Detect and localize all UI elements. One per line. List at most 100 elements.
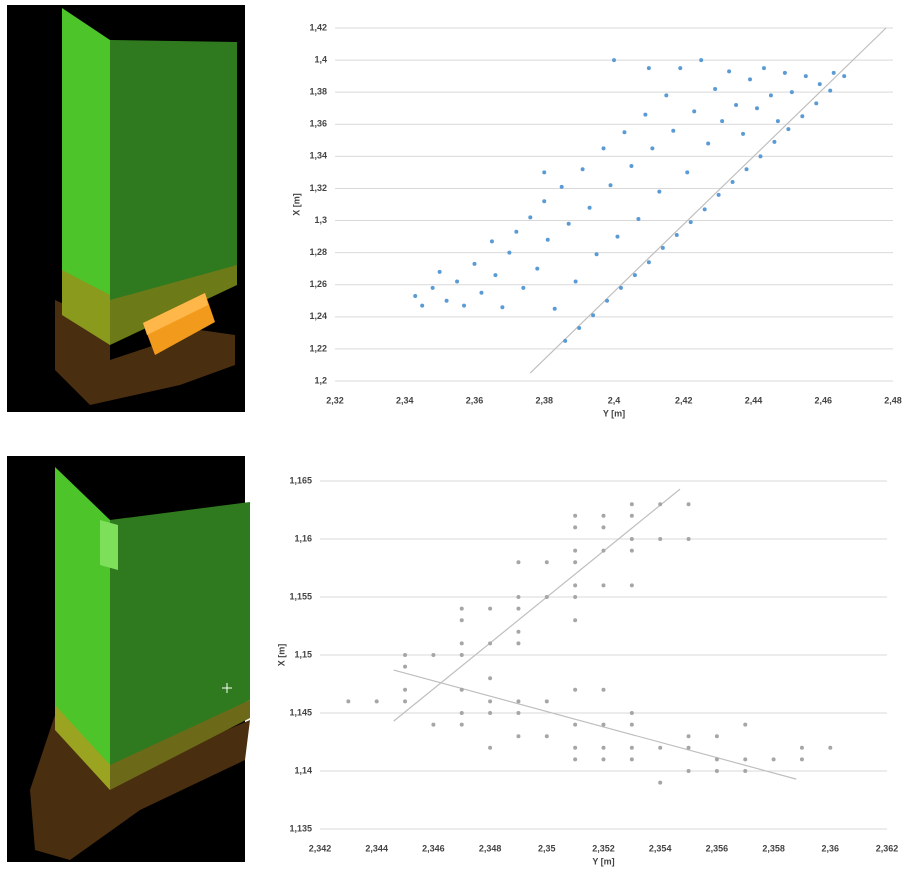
data-point xyxy=(431,653,435,657)
data-point xyxy=(783,71,787,75)
y-tick-label: 1,36 xyxy=(309,119,327,129)
data-point xyxy=(602,723,606,727)
y-tick-label: 1,15 xyxy=(294,649,312,659)
data-point xyxy=(488,607,492,611)
data-point xyxy=(588,206,592,210)
data-point xyxy=(814,101,818,105)
data-point xyxy=(605,299,609,303)
data-point xyxy=(630,514,634,518)
data-point xyxy=(748,77,752,81)
data-point xyxy=(657,190,661,194)
data-point xyxy=(758,154,762,158)
data-point xyxy=(403,699,407,703)
data-point xyxy=(630,583,634,587)
data-point xyxy=(800,114,804,118)
x-tick-label: 2,354 xyxy=(649,843,672,853)
data-point xyxy=(507,251,511,255)
data-point xyxy=(528,215,532,219)
data-point xyxy=(573,688,577,692)
y-tick-label: 1,145 xyxy=(289,707,312,717)
data-point xyxy=(687,769,691,773)
data-point xyxy=(445,299,449,303)
data-point xyxy=(460,688,464,692)
data-point xyxy=(545,560,549,564)
x-tick-label: 2,48 xyxy=(884,395,902,405)
x-tick-label: 2,342 xyxy=(309,843,332,853)
data-point xyxy=(687,537,691,541)
data-point xyxy=(643,113,647,117)
data-point xyxy=(661,246,665,250)
x-tick-label: 2,46 xyxy=(814,395,832,405)
x-tick-label: 2,4 xyxy=(608,395,621,405)
x-tick-label: 2,32 xyxy=(326,395,344,405)
y-tick-label: 1,28 xyxy=(309,247,327,257)
data-point xyxy=(493,273,497,277)
data-point xyxy=(699,58,703,62)
data-point xyxy=(488,699,492,703)
data-point xyxy=(473,262,477,266)
x-tick-label: 2,344 xyxy=(365,843,388,853)
y-axis-title: X [m] xyxy=(291,193,301,216)
data-point xyxy=(521,286,525,290)
data-point xyxy=(800,757,804,761)
y-tick-label: 1,14 xyxy=(294,765,312,775)
data-point xyxy=(488,641,492,645)
data-point xyxy=(595,252,599,256)
data-point xyxy=(630,723,634,727)
data-point xyxy=(420,304,424,308)
data-point xyxy=(685,170,689,174)
y-tick-label: 1,32 xyxy=(309,183,327,193)
data-point xyxy=(500,305,504,309)
data-point xyxy=(650,146,654,150)
data-point xyxy=(658,537,662,541)
data-point xyxy=(743,769,747,773)
data-point xyxy=(630,711,634,715)
data-point xyxy=(630,537,634,541)
data-point xyxy=(490,239,494,243)
data-point xyxy=(633,273,637,277)
y-tick-label: 1,2 xyxy=(314,375,327,385)
data-point xyxy=(800,746,804,750)
x-tick-label: 2,34 xyxy=(396,395,414,405)
data-point xyxy=(346,699,350,703)
y-tick-label: 1,24 xyxy=(309,311,327,321)
y-tick-label: 1,165 xyxy=(289,475,312,485)
x-tick-label: 2,362 xyxy=(876,843,899,853)
trendline xyxy=(394,670,797,779)
x-axis-title: Y [m] xyxy=(603,408,625,418)
data-point xyxy=(516,641,520,645)
y-tick-label: 1,3 xyxy=(314,215,327,225)
data-point xyxy=(488,676,492,680)
data-point xyxy=(619,286,623,290)
data-point xyxy=(734,103,738,107)
data-point xyxy=(573,525,577,529)
y-tick-label: 1,4 xyxy=(314,54,327,64)
data-point xyxy=(460,641,464,645)
data-point xyxy=(431,286,435,290)
data-point xyxy=(743,757,747,761)
data-point xyxy=(703,207,707,211)
data-point xyxy=(516,711,520,715)
data-point xyxy=(545,595,549,599)
data-point xyxy=(615,235,619,239)
data-point xyxy=(706,142,710,146)
data-point xyxy=(658,781,662,785)
data-point xyxy=(545,699,549,703)
data-point xyxy=(762,66,766,70)
data-point xyxy=(573,560,577,564)
data-point xyxy=(715,757,719,761)
data-point xyxy=(514,230,518,234)
data-point xyxy=(776,119,780,123)
data-point xyxy=(717,193,721,197)
x-tick-label: 2,358 xyxy=(762,843,785,853)
x-tick-label: 2,356 xyxy=(706,843,729,853)
data-point xyxy=(602,146,606,150)
data-point xyxy=(602,757,606,761)
data-point xyxy=(818,82,822,86)
x-tick-label: 2,36 xyxy=(822,843,840,853)
data-point xyxy=(573,618,577,622)
data-point xyxy=(413,294,417,298)
data-point xyxy=(573,514,577,518)
data-point xyxy=(516,595,520,599)
y-tick-label: 1,16 xyxy=(294,533,312,543)
